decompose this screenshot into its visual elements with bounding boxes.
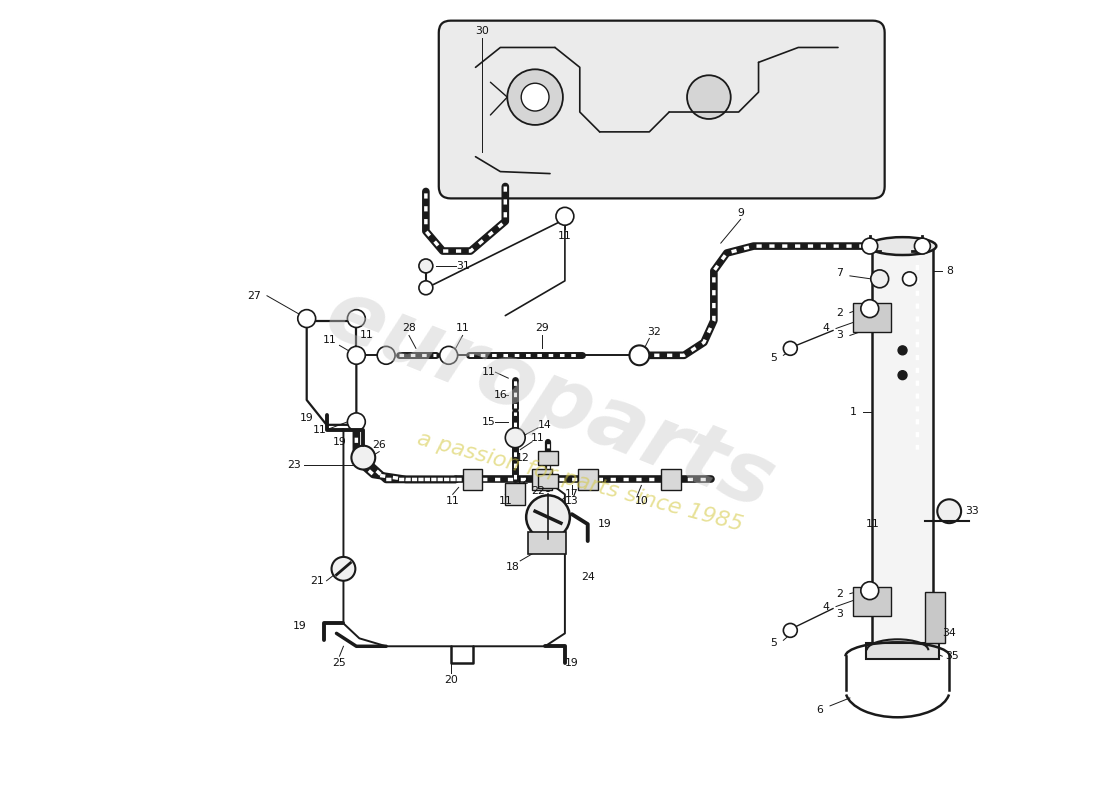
Text: 21: 21 — [310, 576, 323, 586]
Bar — [538, 450, 558, 465]
Text: 16: 16 — [494, 390, 507, 400]
Text: 24: 24 — [581, 572, 595, 582]
Text: 11: 11 — [455, 323, 470, 334]
Bar — [925, 592, 945, 643]
Text: 11: 11 — [360, 330, 373, 341]
Text: 15: 15 — [482, 417, 495, 427]
Text: 19: 19 — [300, 413, 313, 423]
Text: 23: 23 — [287, 459, 300, 470]
Text: 14: 14 — [538, 420, 552, 430]
Text: 13: 13 — [565, 496, 579, 506]
Text: 26: 26 — [372, 440, 386, 450]
Circle shape — [507, 70, 563, 125]
Text: 2: 2 — [836, 589, 844, 598]
Circle shape — [351, 446, 375, 470]
Text: 30: 30 — [475, 26, 490, 35]
Circle shape — [898, 346, 907, 355]
Bar — [578, 469, 597, 490]
Text: 11: 11 — [312, 425, 327, 434]
Text: 27: 27 — [248, 290, 261, 301]
Circle shape — [521, 83, 549, 111]
Text: 22: 22 — [531, 486, 544, 496]
Text: 31: 31 — [455, 261, 470, 271]
Bar — [528, 532, 565, 554]
Text: europarts: europarts — [314, 272, 786, 528]
Bar — [866, 643, 939, 659]
Circle shape — [348, 346, 365, 364]
Text: 11: 11 — [531, 433, 544, 442]
Bar — [463, 469, 483, 490]
Text: 5: 5 — [770, 354, 777, 363]
Circle shape — [629, 346, 649, 366]
Text: 2: 2 — [836, 308, 844, 318]
Text: 19: 19 — [597, 519, 612, 529]
Text: 18: 18 — [505, 562, 519, 572]
Circle shape — [348, 310, 365, 327]
Text: 11: 11 — [322, 335, 337, 346]
Circle shape — [526, 495, 570, 539]
Text: 34: 34 — [943, 628, 956, 638]
Text: 35: 35 — [945, 651, 959, 662]
Bar — [538, 474, 558, 488]
Text: 5: 5 — [770, 638, 777, 648]
Circle shape — [440, 346, 458, 364]
Text: 4: 4 — [823, 323, 829, 334]
Text: 11: 11 — [446, 496, 460, 506]
Text: 11: 11 — [498, 496, 513, 506]
Text: 28: 28 — [403, 323, 416, 334]
Text: 19: 19 — [293, 622, 307, 631]
Circle shape — [419, 259, 432, 273]
Ellipse shape — [869, 237, 936, 255]
Bar — [505, 483, 525, 506]
Text: 10: 10 — [635, 496, 648, 506]
Circle shape — [419, 281, 432, 294]
Text: 32: 32 — [648, 327, 661, 338]
Text: 8: 8 — [946, 266, 953, 276]
Text: 9: 9 — [737, 208, 744, 218]
FancyBboxPatch shape — [439, 21, 884, 198]
Text: 11: 11 — [482, 367, 495, 377]
Bar — [532, 469, 552, 490]
Text: 12: 12 — [515, 477, 529, 486]
Text: 4: 4 — [823, 602, 829, 611]
Circle shape — [331, 557, 355, 581]
Circle shape — [902, 272, 916, 286]
Circle shape — [861, 300, 879, 318]
Circle shape — [937, 499, 961, 523]
Text: 3: 3 — [836, 609, 844, 618]
Text: 19: 19 — [332, 437, 346, 446]
Text: 25: 25 — [332, 658, 346, 668]
Text: 12: 12 — [515, 453, 529, 462]
Text: 3: 3 — [836, 330, 844, 341]
Circle shape — [556, 207, 574, 226]
Circle shape — [898, 370, 907, 380]
Bar — [871, 246, 933, 643]
Text: 1: 1 — [849, 407, 856, 417]
Circle shape — [861, 238, 878, 254]
Circle shape — [871, 270, 889, 288]
Text: 17: 17 — [565, 490, 579, 499]
Text: 33: 33 — [965, 506, 979, 516]
Circle shape — [348, 413, 365, 430]
Circle shape — [505, 428, 525, 448]
Text: a passion for parts since 1985: a passion for parts since 1985 — [415, 428, 745, 534]
Circle shape — [298, 310, 316, 327]
Circle shape — [783, 342, 798, 355]
Bar — [852, 586, 891, 617]
Circle shape — [688, 75, 730, 119]
Text: 6: 6 — [816, 705, 824, 715]
Text: 7: 7 — [836, 268, 844, 278]
Text: 29: 29 — [536, 323, 549, 334]
Text: 19: 19 — [565, 658, 579, 668]
Circle shape — [861, 582, 879, 600]
Bar — [852, 302, 891, 333]
Text: 11: 11 — [558, 231, 572, 241]
Text: 11: 11 — [866, 519, 880, 529]
Bar — [661, 469, 681, 490]
Text: 20: 20 — [443, 675, 458, 685]
Circle shape — [783, 623, 798, 638]
Circle shape — [914, 238, 931, 254]
Circle shape — [377, 346, 395, 364]
